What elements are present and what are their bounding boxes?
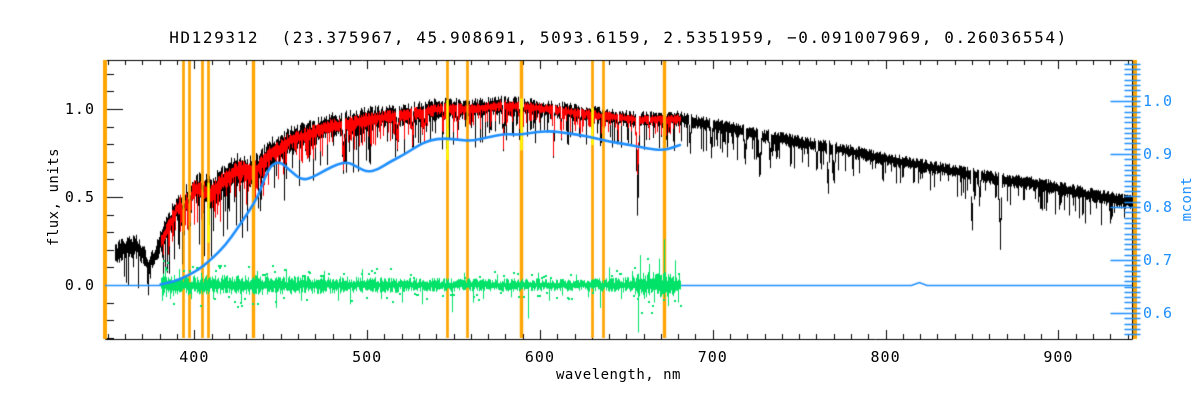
x-tick-label: 600 [524, 348, 555, 366]
y-tick-label-right: 0.8 [1143, 198, 1174, 216]
x-tick-label: 800 [870, 348, 901, 366]
y-tick-label-right: 0.7 [1143, 251, 1174, 269]
y-tick-label-left: 0.5 [64, 188, 95, 206]
x-tick-label: 500 [352, 348, 383, 366]
y-tick-label-right: 1.0 [1143, 92, 1174, 110]
y-tick-label-left: 0.0 [64, 276, 95, 294]
y-tick-label-left: 1.0 [64, 100, 95, 118]
x-tick-label: 400 [179, 348, 210, 366]
x-tick-label: 700 [697, 348, 728, 366]
x-axis-label: wavelength, nm [555, 367, 681, 383]
y-tick-label-right: 0.6 [1143, 304, 1174, 322]
y-tick-label-right: 0.9 [1143, 145, 1174, 163]
x-tick-label: 900 [1043, 348, 1074, 366]
chart-title: HD129312 (23.375967, 45.908691, 5093.615… [169, 28, 1068, 47]
